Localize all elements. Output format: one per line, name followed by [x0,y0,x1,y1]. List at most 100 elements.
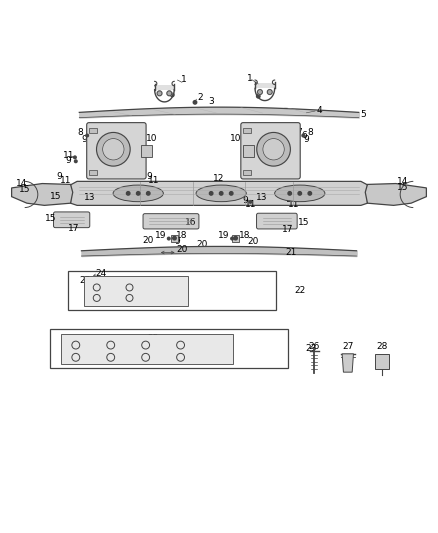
Bar [49,329,288,368]
Circle shape [234,236,237,240]
Text: 15: 15 [298,219,310,228]
Polygon shape [255,84,275,88]
FancyBboxPatch shape [87,123,146,179]
Text: 20: 20 [142,236,154,245]
Text: 1: 1 [181,75,187,84]
Circle shape [127,192,130,195]
Text: 9: 9 [304,134,309,143]
Text: 19: 19 [155,231,167,239]
Text: 9: 9 [285,195,291,204]
Text: 7: 7 [91,131,96,140]
Circle shape [257,133,290,166]
Circle shape [86,134,88,137]
Bar [89,169,96,175]
Polygon shape [155,85,174,90]
Text: 14: 14 [16,179,27,188]
Polygon shape [342,354,353,372]
Text: 11: 11 [245,199,256,208]
Text: 10: 10 [230,134,241,143]
Circle shape [170,93,174,96]
Text: 20: 20 [176,245,187,254]
Text: 13: 13 [256,193,268,202]
Text: 25: 25 [148,334,159,343]
Bar [243,128,251,133]
Text: 9: 9 [91,159,96,168]
Circle shape [219,192,223,195]
Circle shape [298,192,301,195]
Bar [60,334,233,364]
Text: 15: 15 [397,183,408,192]
Text: 6: 6 [301,131,307,140]
Text: 24: 24 [131,356,141,365]
Text: 11: 11 [148,175,159,184]
FancyBboxPatch shape [143,214,199,229]
Text: 9: 9 [57,173,63,182]
Text: 15: 15 [45,214,57,223]
Text: 9: 9 [66,156,71,165]
Text: 22: 22 [294,286,305,295]
Text: 17: 17 [68,224,80,233]
Text: 9: 9 [81,134,88,143]
Text: 14: 14 [397,177,408,186]
Text: 11: 11 [287,199,299,208]
Circle shape [258,90,262,94]
Bar [232,235,239,243]
Circle shape [267,90,272,94]
Circle shape [263,139,284,160]
Text: 18: 18 [239,231,250,239]
Text: 6: 6 [85,127,91,136]
Text: 19: 19 [218,231,229,239]
Circle shape [249,200,252,203]
Text: 3: 3 [208,97,214,106]
Text: 20: 20 [247,237,259,246]
FancyBboxPatch shape [53,212,90,228]
Text: 9: 9 [146,172,152,181]
Text: 11: 11 [60,176,71,185]
Circle shape [102,139,124,160]
Polygon shape [12,183,73,205]
Text: 5: 5 [360,110,366,119]
Bar [89,128,96,133]
Bar [243,169,251,175]
Bar [243,144,254,157]
Circle shape [147,192,150,195]
Text: 26: 26 [308,342,320,351]
Circle shape [137,192,140,195]
Circle shape [302,134,304,137]
Text: 8: 8 [77,128,83,138]
Text: 9: 9 [175,237,180,246]
Circle shape [167,91,172,96]
Polygon shape [71,181,367,205]
Bar [68,271,276,310]
Text: 25: 25 [79,276,91,285]
Text: 1: 1 [247,74,252,83]
Text: 2: 2 [197,93,203,102]
Text: 15: 15 [19,185,31,193]
Text: 20: 20 [197,240,208,249]
Text: 24: 24 [95,269,107,278]
Ellipse shape [196,185,246,201]
Bar [84,276,188,306]
Text: 16: 16 [185,219,196,228]
Text: 11: 11 [63,151,74,160]
Bar [141,144,152,157]
Bar [171,235,177,243]
Text: 4: 4 [317,106,322,115]
Circle shape [96,133,130,166]
Circle shape [167,237,170,240]
Text: 21: 21 [285,248,297,257]
Circle shape [230,192,233,195]
Text: 23: 23 [305,344,316,353]
Circle shape [74,156,76,159]
Circle shape [231,237,233,240]
Circle shape [257,94,260,98]
Circle shape [288,192,291,195]
Text: 27: 27 [342,342,353,351]
Circle shape [193,101,197,104]
Text: 15: 15 [309,189,321,198]
Text: 9: 9 [242,196,248,205]
Circle shape [209,192,213,195]
Text: 9: 9 [284,155,290,164]
Text: 12: 12 [213,174,225,183]
Text: 18: 18 [176,231,187,239]
